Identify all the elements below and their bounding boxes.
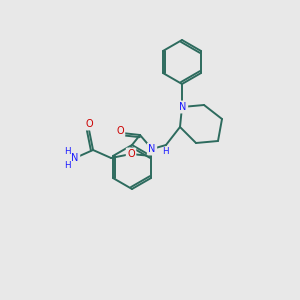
- Text: H: H: [64, 160, 70, 169]
- Text: H: H: [64, 146, 70, 155]
- Text: O: O: [116, 126, 124, 136]
- Text: O: O: [85, 119, 93, 129]
- Text: H: H: [162, 146, 169, 155]
- Text: N: N: [71, 153, 79, 163]
- Text: N: N: [179, 102, 187, 112]
- Text: N: N: [148, 144, 156, 154]
- Text: O: O: [127, 149, 135, 159]
